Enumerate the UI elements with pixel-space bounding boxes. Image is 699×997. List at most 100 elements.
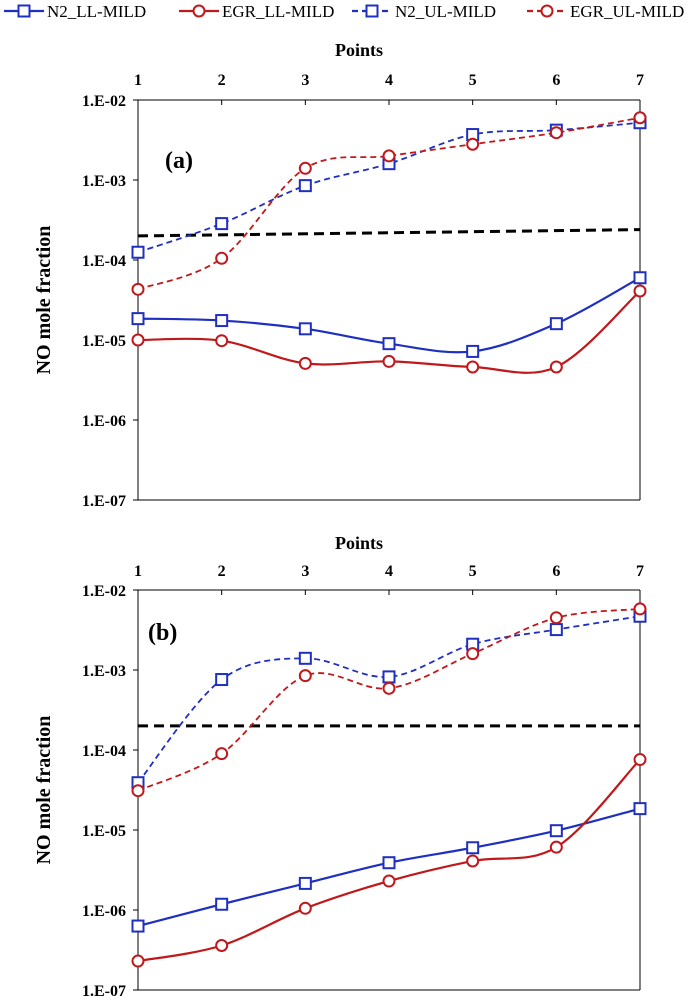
series-n2_ul-mild xyxy=(131,116,647,259)
series-line xyxy=(137,615,641,784)
legend-label: EGR_UL-MILD xyxy=(570,2,684,21)
data-point-4 xyxy=(382,856,396,870)
y-axis-title: NO mole fraction xyxy=(33,226,55,375)
data-point-1 xyxy=(131,312,145,326)
data-point-1 xyxy=(131,245,145,259)
series-line xyxy=(137,121,641,254)
data-point-7 xyxy=(633,802,647,816)
x-tick-label: 3 xyxy=(301,72,309,89)
x-axis-title: Points xyxy=(335,40,383,60)
y-tick-label: 1.E-03 xyxy=(82,173,126,190)
series-egr_ul-mild xyxy=(131,602,647,798)
x-tick-label: 6 xyxy=(552,72,560,89)
y-tick-label: 1.E-05 xyxy=(82,333,126,350)
legend-label: EGR_LL-MILD xyxy=(222,2,334,21)
data-point-2 xyxy=(215,897,229,911)
data-point-1 xyxy=(131,784,145,798)
x-tick-label: 5 xyxy=(469,563,477,580)
y-tick-label: 1.E-06 xyxy=(82,903,126,920)
data-point-4 xyxy=(382,149,396,163)
legend-item-n2_ll-mild: N2_LL-MILD xyxy=(4,2,146,21)
y-tick-label: 1.E-07 xyxy=(82,983,126,997)
legend-label: N2_LL-MILD xyxy=(47,2,146,21)
y-tick-label: 1.E-04 xyxy=(82,743,126,760)
reference-line xyxy=(137,228,641,238)
data-point-5 xyxy=(466,647,480,661)
data-point-3 xyxy=(298,651,312,665)
y-tick-label: 1.E-03 xyxy=(82,663,126,680)
data-point-5 xyxy=(466,360,480,374)
panel-label: (a) xyxy=(165,148,193,174)
data-point-7 xyxy=(633,111,647,125)
data-point-3 xyxy=(298,179,312,193)
data-point-1 xyxy=(131,282,145,296)
x-axis-title: Points xyxy=(335,533,383,553)
x-tick-label: 6 xyxy=(552,563,560,580)
data-point-7 xyxy=(633,753,647,767)
series-n2_ll-mild xyxy=(131,271,647,358)
data-point-5 xyxy=(466,841,480,855)
data-point-3 xyxy=(298,161,312,175)
data-point-3 xyxy=(298,876,312,890)
y-axis-title: NO mole fraction xyxy=(33,716,55,865)
y-tick-label: 1.E-06 xyxy=(82,413,126,430)
data-point-3 xyxy=(298,669,312,683)
series-egr_ll-mild xyxy=(131,753,647,968)
legend-marker xyxy=(192,4,206,18)
data-point-6 xyxy=(549,623,563,637)
data-point-2 xyxy=(215,747,229,761)
panel-a: 1.E-07 1.E-06 1.E-05 1.E-04 1.E-03 1.E-02 1 2 3 4… xyxy=(33,40,647,510)
panel-label: (b) xyxy=(148,620,177,646)
x-tick-label: 1 xyxy=(134,563,142,580)
data-point-6 xyxy=(549,840,563,854)
series-egr_ul-mild xyxy=(131,111,647,296)
series-line xyxy=(137,116,641,291)
x-tick-label: 2 xyxy=(218,563,226,580)
data-point-6 xyxy=(549,126,563,140)
legend-label: N2_UL-MILD xyxy=(395,2,496,21)
data-point-3 xyxy=(298,901,312,915)
series-line xyxy=(137,608,641,792)
legend: N2_LL-MILD EGR_LL-MILD N2_UL-MILD EGR_UL-MI… xyxy=(4,2,684,21)
series-n2_ll-mild xyxy=(131,802,647,933)
legend-marker xyxy=(540,4,554,18)
x-tick-label: 2 xyxy=(218,72,226,89)
data-point-5 xyxy=(466,137,480,151)
x-tick-label: 1 xyxy=(134,72,142,89)
data-point-3 xyxy=(298,356,312,370)
series-n2_ul-mild xyxy=(131,609,647,790)
legend-item-egr_ul-mild: EGR_UL-MILD xyxy=(527,2,684,21)
x-tick-label: 3 xyxy=(301,563,309,580)
data-point-4 xyxy=(382,874,396,888)
data-point-1 xyxy=(131,954,145,968)
legend-item-n2_ul-mild: N2_UL-MILD xyxy=(352,2,496,21)
data-point-1 xyxy=(131,919,145,933)
data-point-4 xyxy=(382,354,396,368)
y-tick-label: 1.E-04 xyxy=(82,253,126,270)
data-point-6 xyxy=(549,611,563,625)
y-tick-label: 1.E-07 xyxy=(82,493,126,510)
y-tick-label: 1.E-02 xyxy=(82,583,126,600)
data-point-6 xyxy=(549,317,563,331)
data-point-7 xyxy=(633,271,647,285)
legend-marker xyxy=(365,4,379,18)
data-point-6 xyxy=(549,824,563,838)
data-point-5 xyxy=(466,854,480,868)
series-egr_ll-mild xyxy=(131,284,647,374)
y-tick-label: 1.E-02 xyxy=(82,93,126,110)
data-point-4 xyxy=(382,681,396,695)
data-point-2 xyxy=(215,938,229,952)
data-point-2 xyxy=(215,251,229,265)
data-point-4 xyxy=(382,337,396,351)
data-point-7 xyxy=(633,602,647,616)
data-point-6 xyxy=(549,360,563,374)
data-point-2 xyxy=(215,314,229,328)
legend-marker xyxy=(17,4,31,18)
data-point-1 xyxy=(131,333,145,347)
x-tick-label: 4 xyxy=(385,563,393,580)
x-tick-label: 4 xyxy=(385,72,393,89)
data-point-2 xyxy=(215,217,229,231)
data-point-2 xyxy=(215,334,229,348)
data-point-3 xyxy=(298,322,312,336)
